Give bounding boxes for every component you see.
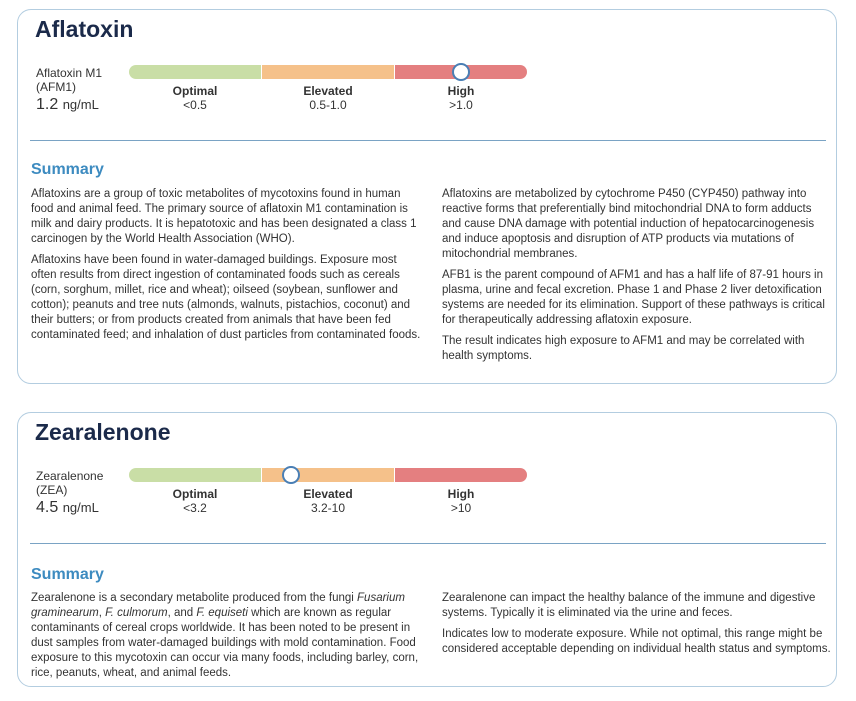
text-run: , <box>98 607 106 619</box>
species-name: Fusarium graminearum <box>31 592 405 619</box>
analyte-value: 1.2 ng/mL <box>36 96 99 114</box>
species-name: F. equiseti <box>196 607 248 619</box>
optimal-segment <box>129 65 261 79</box>
species-name: F. culmorum <box>105 607 168 619</box>
divider <box>30 543 826 544</box>
result-unit: ng/mL <box>62 500 99 515</box>
result-value: 4.5 <box>36 499 59 516</box>
summary-paragraph: Aflatoxins have been found in water-dama… <box>31 254 421 341</box>
text-run: , and <box>167 607 197 619</box>
high-range-label: High >10 <box>447 487 475 515</box>
summary-paragraph: Aflatoxins are a group of toxic metaboli… <box>31 188 417 245</box>
summary-left-column: Aflatoxins are a group of toxic metaboli… <box>31 187 421 349</box>
divider <box>30 140 826 141</box>
text-run: which are known as regular contaminants … <box>31 607 419 679</box>
result-value: 1.2 <box>36 96 59 113</box>
analyte-value: 4.5 ng/mL <box>36 499 99 517</box>
range-bar <box>129 466 527 484</box>
summary-right-column: Zearalenone can impact the healthy balan… <box>442 591 832 663</box>
analyte-name: Aflatoxin M1 (AFM1) <box>36 66 103 94</box>
summary-heading: Summary <box>31 566 104 583</box>
summary-paragraph: Indicates low to moderate exposure. Whil… <box>442 628 831 655</box>
elevated-range-label: Elevated 0.5-1.0 <box>303 84 353 112</box>
summary-paragraph: The result indicates high exposure to AF… <box>442 335 805 362</box>
summary-paragraph: AFB1 is the parent compound of AFM1 and … <box>442 269 825 326</box>
summary-right-column: Aflatoxins are metabolized by cytochrome… <box>442 187 832 370</box>
zearalenone-card: Zearalenone Zearalenone (ZEA) 4.5 ng/mL … <box>17 412 837 687</box>
optimal-range-label: Optimal <3.2 <box>172 487 218 515</box>
result-unit: ng/mL <box>62 97 99 112</box>
summary-paragraph: Aflatoxins are metabolized by cytochrome… <box>442 188 815 260</box>
section-title: Zearalenone <box>35 419 171 445</box>
summary-paragraph: Zearalenone is a secondary metabolite pr… <box>31 591 421 681</box>
summary-paragraph: Zearalenone can impact the healthy balan… <box>442 592 816 619</box>
summary-heading: Summary <box>31 161 104 178</box>
section-title: Aflatoxin <box>35 16 134 42</box>
summary-left-column: Zearalenone is a secondary metabolite pr… <box>31 591 421 687</box>
optimal-range-label: Optimal <0.5 <box>172 84 218 112</box>
elevated-range-label: Elevated 3.2-10 <box>303 487 353 515</box>
high-range-label: High >1.0 <box>447 84 475 112</box>
result-marker <box>282 466 301 484</box>
range-bar <box>129 63 527 81</box>
elevated-segment <box>262 65 394 79</box>
high-segment <box>395 468 527 482</box>
aflatoxin-card: Aflatoxin Aflatoxin M1 (AFM1) 1.2 ng/mL … <box>17 9 837 384</box>
text-run: Zearalenone is a secondary metabolite pr… <box>31 592 358 604</box>
optimal-segment <box>129 468 261 482</box>
analyte-name: Zearalenone (ZEA) <box>36 469 104 497</box>
result-marker <box>452 63 471 81</box>
